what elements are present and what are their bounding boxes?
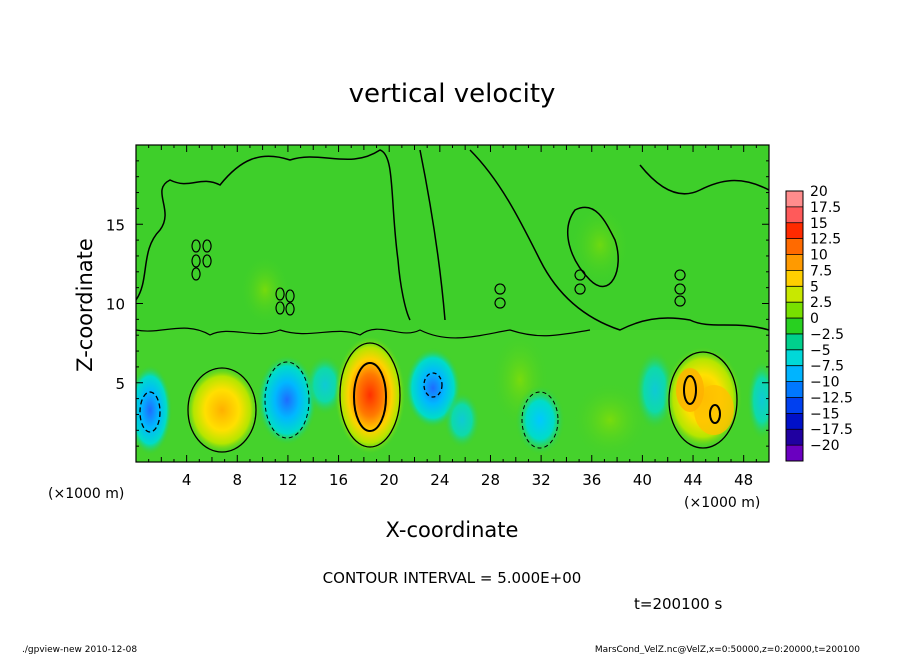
- colorbar-label: −7.5: [810, 359, 844, 375]
- x-tick-label: 20: [380, 471, 399, 489]
- field-updraft-core: [694, 385, 734, 435]
- colorbar-label: 20: [810, 184, 828, 200]
- y-tick-label: 10: [106, 296, 125, 314]
- contour-downdraft: [423, 372, 443, 398]
- colorbar-swatch: [786, 270, 803, 287]
- contour-updraft: [187, 367, 257, 453]
- colorbar-swatch: [786, 318, 803, 335]
- colorbar-swatch: [786, 365, 803, 383]
- colorbar-swatch: [786, 397, 803, 414]
- colorbar-label: 12.5: [810, 232, 841, 248]
- field-plume: [570, 205, 630, 285]
- colorbar-label: 17.5: [810, 200, 841, 216]
- colorbar-label: 0: [810, 311, 819, 327]
- colorbar-label: 7.5: [810, 263, 832, 279]
- colorbar-label: −10: [810, 375, 840, 391]
- colorbar-swatch: [786, 254, 803, 271]
- contour-updraft: [339, 342, 401, 448]
- colorbar-swatch: [786, 381, 803, 398]
- contour-updraft-core: [683, 375, 697, 405]
- velocity-field: [136, 145, 769, 462]
- colorbar-label: −15: [810, 406, 840, 422]
- x-tick-label: 8: [233, 471, 243, 489]
- colorbar-label: 10: [810, 248, 828, 264]
- colorbar-label: 2.5: [810, 295, 832, 311]
- field-downdraft: [747, 360, 769, 440]
- footer-left: ./gpview-new 2010-12-08: [22, 645, 137, 654]
- x-tick-label: 32: [532, 471, 551, 489]
- x-axis-label: X-coordinate: [386, 518, 519, 542]
- colorbar-swatch: [786, 445, 803, 462]
- time-label: t=200100 s: [634, 595, 722, 613]
- y-axis-label: Z-coordinate: [73, 238, 97, 372]
- x-tick-label: 16: [329, 471, 348, 489]
- y-axis-ticks: 5 10 15: [106, 160, 769, 447]
- contour-zero-lower: [136, 327, 591, 339]
- footer-right: MarsCond_VelZ.nc@VelZ,x=0:50000,z=0:2000…: [595, 645, 860, 654]
- colorbar-label: 5: [810, 279, 819, 295]
- x-tick-label: 44: [683, 471, 702, 489]
- colorbar-label: 15: [810, 216, 828, 232]
- colorbar-label: −2.5: [810, 327, 844, 343]
- contour-zero: [136, 149, 769, 331]
- field-downdraft: [136, 365, 172, 455]
- contour-updraft: [668, 351, 738, 449]
- contour-updraft-core: [353, 362, 387, 432]
- x-tick-label: 40: [633, 471, 652, 489]
- colorbar-label: −20: [810, 438, 840, 454]
- x-axis-unit: (×1000 m): [684, 495, 760, 511]
- x-tick-label: 4: [182, 471, 192, 489]
- field-updraft-core: [676, 368, 704, 412]
- colorbar-label: −5: [810, 343, 831, 359]
- colorbar-swatch: [786, 238, 803, 256]
- colorbar-label: −17.5: [810, 422, 853, 438]
- colorbar-swatch: [786, 222, 803, 240]
- field-updraft: [334, 335, 406, 455]
- field-downdraft: [257, 355, 317, 445]
- colorbar-swatch: [786, 429, 803, 446]
- contour-downdraft: [139, 391, 161, 433]
- field-updraft: [184, 365, 260, 455]
- x-tick-label: 48: [734, 471, 753, 489]
- colorbar-swatch: [786, 333, 803, 351]
- contour-updraft-core: [709, 404, 721, 424]
- y-axis-unit: (×1000 m): [48, 486, 124, 502]
- field-downdraft: [444, 392, 480, 448]
- y-tick-label: 5: [115, 375, 125, 393]
- colorbar-swatch: [786, 191, 803, 208]
- colorbar-swatch: [786, 413, 803, 430]
- colorbar-swatch: [786, 206, 803, 224]
- field-plume: [240, 255, 290, 325]
- contour-cells: [191, 239, 686, 316]
- colorbar-swatch: [786, 349, 803, 367]
- contour-interval: CONTOUR INTERVAL = 5.000E+00: [323, 569, 582, 587]
- y-tick-label: 15: [106, 216, 125, 234]
- colorbar: 2017.51512.5107.552.50−2.5−5−7.5−10−12.5…: [785, 184, 853, 462]
- x-axis-ticks: 4 8 12 16 20 24 28 32 36 40 44 48: [148, 145, 757, 489]
- x-tick-label: 28: [481, 471, 500, 489]
- field-plume: [570, 380, 650, 460]
- x-tick-label: 36: [582, 471, 601, 489]
- field-downdraft: [515, 385, 565, 455]
- colorbar-swatch: [786, 286, 803, 303]
- contour-lines: [136, 149, 769, 453]
- contour-downdraft: [264, 361, 310, 439]
- colorbar-swatch: [786, 302, 803, 319]
- contour-downdraft: [521, 391, 559, 449]
- x-tick-label: 12: [278, 471, 297, 489]
- colorbar-label: −12.5: [810, 390, 853, 406]
- x-tick-label: 24: [430, 471, 449, 489]
- chart-title: vertical velocity: [349, 79, 556, 109]
